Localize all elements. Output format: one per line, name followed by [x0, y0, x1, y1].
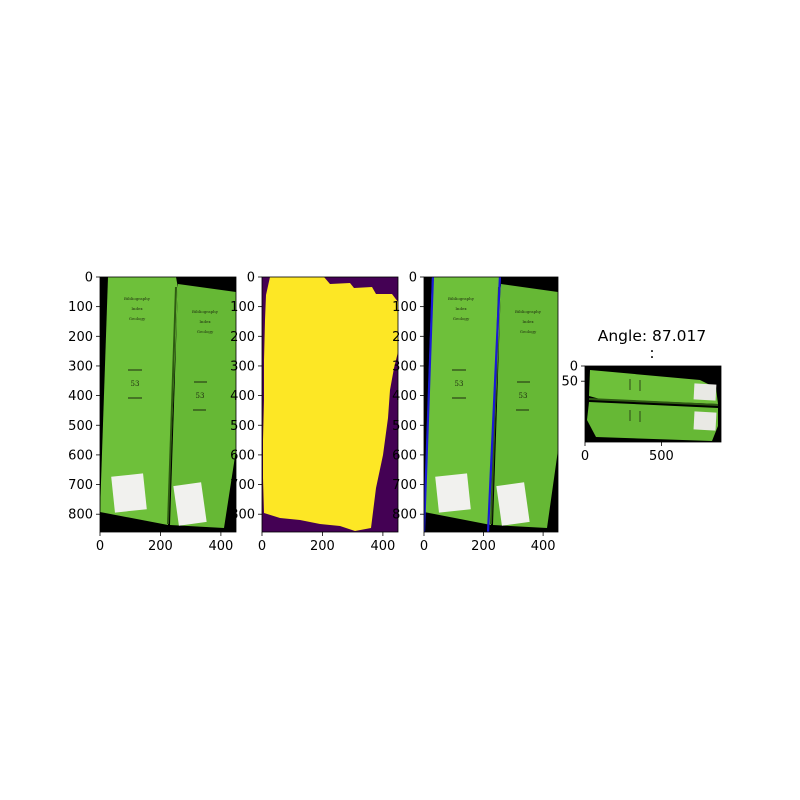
y-tick-label: 100	[392, 300, 417, 315]
svg-text:Geology: Geology	[197, 329, 214, 334]
y-tick-label: 300	[230, 359, 255, 374]
svg-text:53: 53	[519, 392, 528, 400]
detected-lines	[424, 277, 502, 532]
books-photo-image: 53 Bibliography Index Geology 53 Bibliog…	[100, 277, 236, 532]
x-tick-label: 0	[258, 539, 266, 554]
panel-detected-lines: 53 Bibliography Index Geology 53 Bibliog…	[392, 271, 559, 555]
y-tick-label: 500	[230, 419, 255, 434]
svg-text:53: 53	[131, 380, 140, 388]
y-tick-label: 300	[392, 359, 417, 374]
y-tick-label: 0	[85, 271, 93, 286]
y-tick-label: 0	[409, 271, 417, 286]
panel-title-line2: :	[649, 344, 654, 362]
y-tick-label: 500	[392, 419, 417, 434]
x-tick-label: 400	[208, 539, 233, 554]
x-tick-label: 0	[420, 539, 428, 554]
svg-text:Bibliography: Bibliography	[192, 309, 219, 314]
axes-ticks-1: 0 200 400 0 100 200 300 400 500 600 700 800	[68, 271, 233, 555]
svg-text:Bibliography: Bibliography	[448, 296, 475, 301]
y-tick-label: 800	[230, 508, 255, 523]
books-lines-image: 53 Bibliography Index Geology 53 Bibliog…	[424, 277, 558, 532]
x-tick-label: 200	[310, 539, 335, 554]
svg-text:Bibliography: Bibliography	[124, 296, 151, 301]
x-tick-label: 200	[471, 539, 496, 554]
y-tick-label: 300	[68, 359, 93, 374]
y-tick-label: 200	[230, 330, 255, 345]
x-tick-label: 400	[531, 539, 556, 554]
y-tick-label: 600	[392, 448, 417, 463]
y-tick-label: 0	[570, 360, 578, 375]
x-tick-label: 200	[148, 539, 173, 554]
y-tick-label: 400	[68, 389, 93, 404]
y-tick-label: 100	[68, 300, 93, 315]
y-tick-label: 800	[392, 508, 417, 523]
panel-binary-mask: 0 200 400 0 100 200 300 400 500 600 700 800	[230, 271, 399, 555]
x-tick-label: 400	[370, 539, 395, 554]
y-tick-label: 700	[68, 478, 93, 493]
y-tick-label: 700	[392, 478, 417, 493]
axes-ticks-2: 0 200 400 0 100 200 300 400 500 600 700 800	[230, 271, 395, 555]
y-tick-label: 800	[68, 508, 93, 523]
svg-text:Geology: Geology	[453, 316, 470, 321]
svg-text:Index: Index	[199, 319, 211, 324]
svg-text:53: 53	[196, 392, 205, 400]
panel-title: Angle: 87.017	[598, 327, 707, 345]
x-tick-label: 500	[649, 449, 674, 464]
y-tick-label: 600	[68, 448, 93, 463]
svg-text:Geology: Geology	[129, 316, 146, 321]
svg-text:Index: Index	[455, 306, 467, 311]
y-tick-label: 500	[68, 419, 93, 434]
y-tick-label: 400	[230, 389, 255, 404]
rotated-books-image	[585, 366, 721, 442]
x-tick-label: 0	[581, 449, 589, 464]
svg-text:53: 53	[455, 380, 464, 388]
detected-line	[424, 277, 435, 532]
panel-original-photo: 53 Bibliography Index Geology 53 Bibliog…	[68, 271, 237, 555]
y-tick-label: 100	[230, 300, 255, 315]
y-tick-label: 200	[68, 330, 93, 345]
detected-line	[486, 277, 502, 532]
x-tick-label: 0	[96, 539, 104, 554]
y-tick-label: 0	[247, 271, 255, 286]
svg-text:Bibliography: Bibliography	[515, 309, 542, 314]
y-tick-label: 400	[392, 389, 417, 404]
y-tick-label: 600	[230, 448, 255, 463]
y-tick-label: 200	[392, 330, 417, 345]
mask-image	[262, 277, 398, 532]
svg-text:Index: Index	[131, 306, 143, 311]
axes-ticks-3: 0 200 400 0 100 200 300 400 500 600 700 800	[392, 271, 555, 555]
svg-text:Index: Index	[522, 319, 534, 324]
svg-text:Geology: Geology	[520, 329, 537, 334]
y-tick-label: 50	[561, 375, 578, 390]
y-tick-label: 700	[230, 478, 255, 493]
